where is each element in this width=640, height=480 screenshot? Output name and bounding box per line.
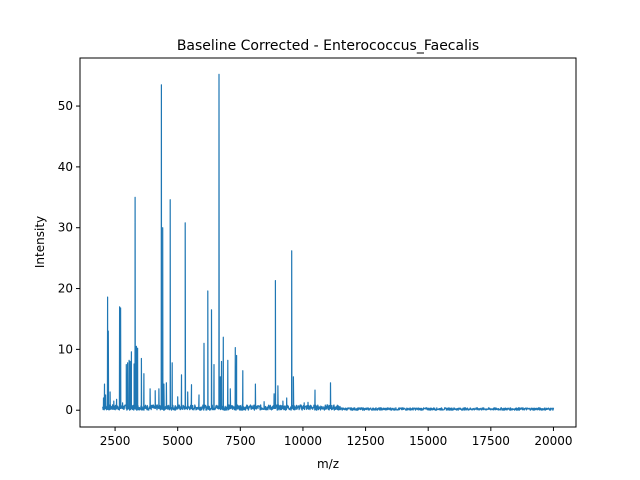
plot-area [79,57,577,428]
x-tick-label: 12500 [346,434,384,448]
x-tick-label: 5000 [162,434,193,448]
y-tick-label: 10 [58,342,73,356]
x-axis-label: m/z [317,457,339,471]
x-tick-label: 10000 [284,434,322,448]
y-tick-label: 40 [58,160,73,174]
y-tick-label: 30 [58,221,73,235]
y-tick-label: 50 [58,99,73,113]
y-axis-label: Intensity [33,216,47,268]
x-tick-label: 17500 [472,434,510,448]
x-tick-label: 7500 [225,434,256,448]
series-line [102,73,555,411]
x-tick-label: 20000 [534,434,572,448]
x-tick-label: 2500 [100,434,131,448]
y-tick-label: 0 [65,403,73,417]
y-axis-ticks: 0 10 20 30 40 50 [58,99,80,417]
x-axis-ticks: 2500 5000 7500 10000 12500 15000 17500 20000 [100,427,573,448]
chart-title: Baseline Corrected - Enterococcus_Faecal… [177,38,479,54]
x-tick-label: 15000 [409,434,447,448]
y-tick-label: 20 [58,282,73,296]
